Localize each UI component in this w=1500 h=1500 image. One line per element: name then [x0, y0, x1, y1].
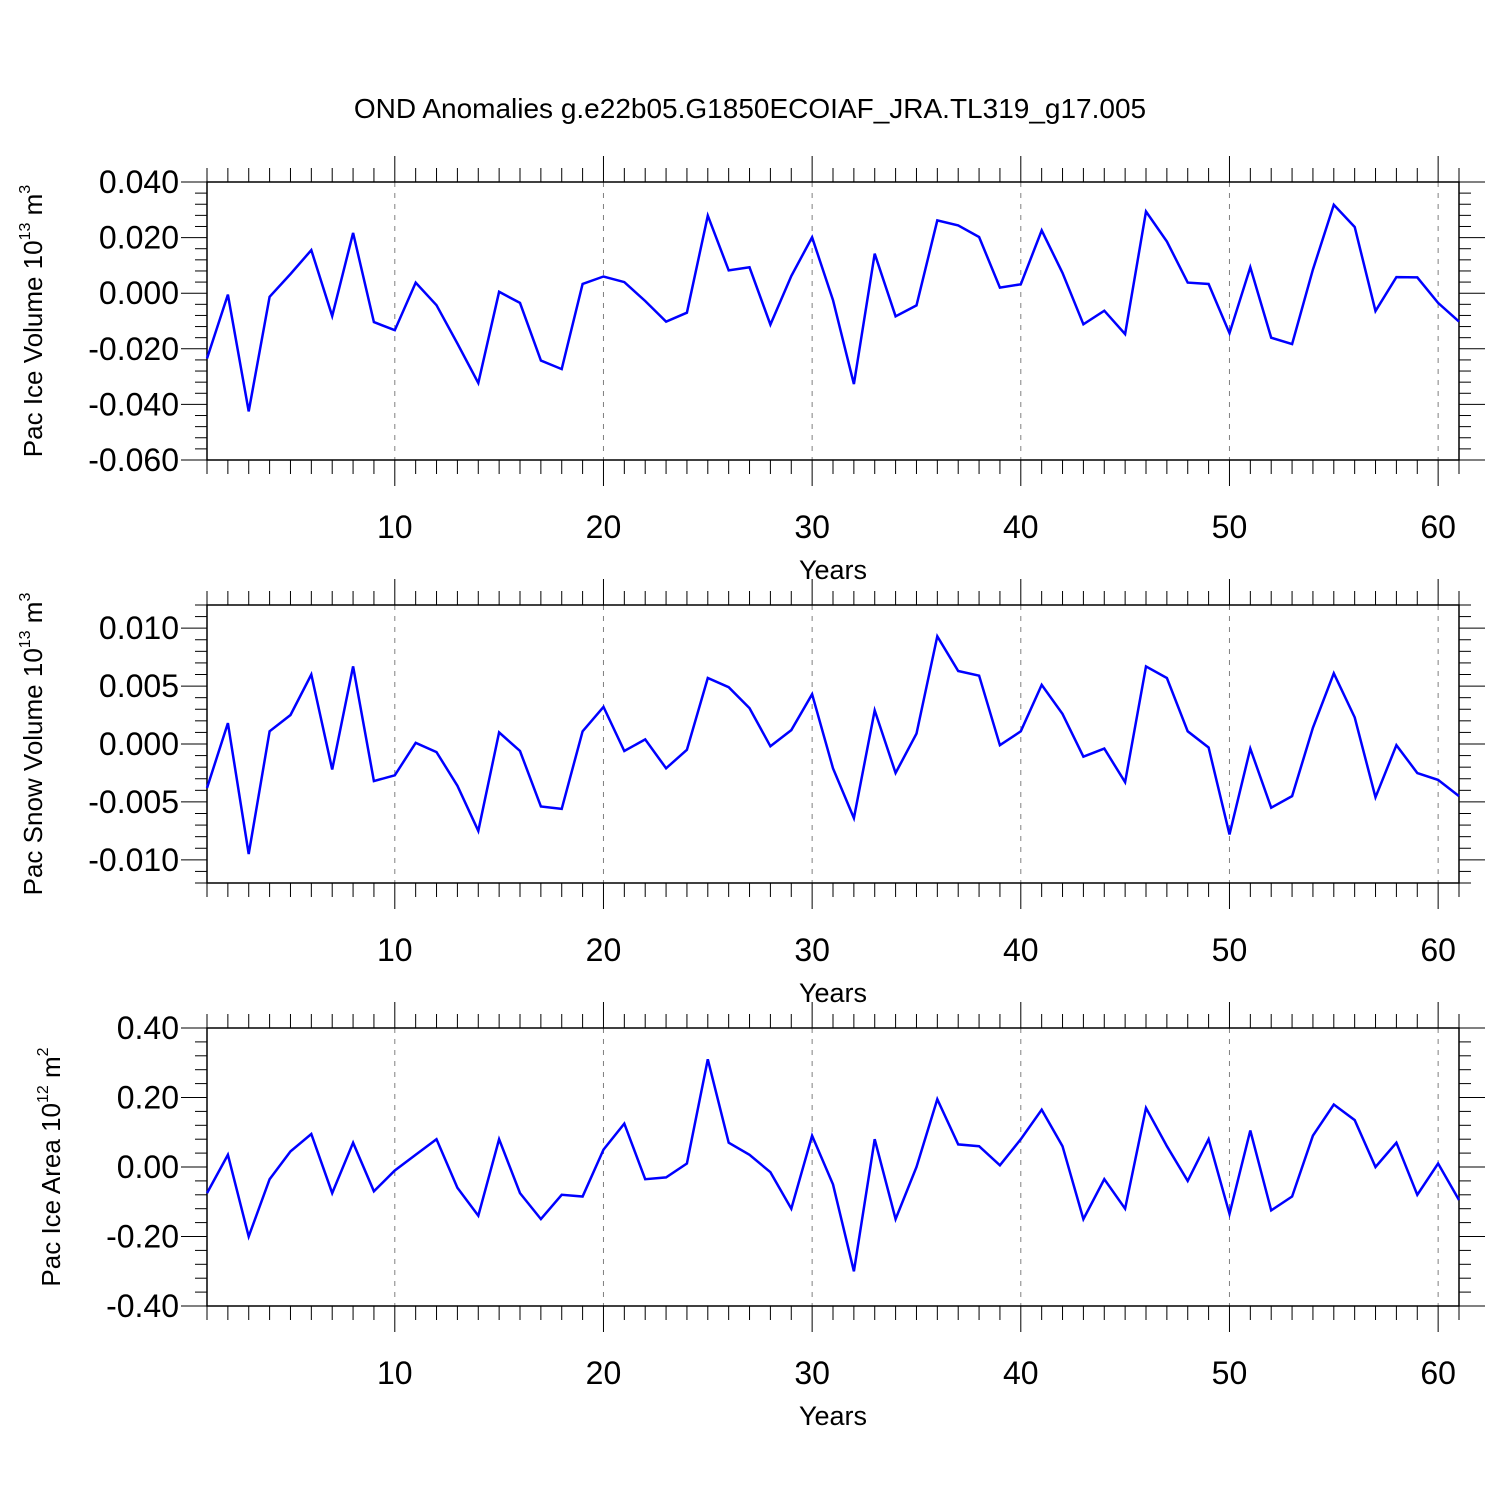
- x-tick-label: 60: [1420, 932, 1456, 968]
- y-tick-label: -0.010: [88, 842, 179, 878]
- x-tick-label: 10: [377, 509, 413, 545]
- y-tick-label: 0.005: [99, 668, 179, 704]
- x-tick-label: 50: [1212, 509, 1248, 545]
- chart-panel-3: 0.40 0.20 0.00 -0.20 -0.40 10 20 30 40 50 60 Years P…: [35, 1002, 1485, 1431]
- x-tick-label: 40: [1003, 932, 1039, 968]
- plot-frame: [206, 1027, 1460, 1307]
- x-tick-label: 20: [586, 509, 622, 545]
- series-line-1: [205, 202, 1460, 412]
- y-tick-label: 0.000: [99, 275, 179, 311]
- y-tick-label: -0.060: [88, 442, 179, 478]
- x-tick-label: 50: [1212, 1355, 1248, 1391]
- x-axis-label: Years: [799, 555, 867, 585]
- panels-group: 0.040 0.020 0.000 -0.020 -0.040 -0.060 10 20 30 4…: [17, 156, 1485, 1431]
- y-tick-label: 0.010: [99, 610, 179, 646]
- x-axis-label: Years: [799, 1401, 867, 1431]
- x-tick-label: 60: [1420, 509, 1456, 545]
- y-tick-label: -0.20: [106, 1219, 179, 1255]
- x-tick-label: 30: [794, 509, 830, 545]
- series-line-1: [205, 632, 1460, 855]
- y-tick-label: 0.020: [99, 220, 179, 256]
- x-tick-label: 10: [377, 932, 413, 968]
- y-tick-label: -0.005: [88, 784, 179, 820]
- x-tick-label: 20: [586, 932, 622, 968]
- x-tick-label: 30: [794, 1355, 830, 1391]
- y-axis-label: Pac Ice Volume 1013 m3: [17, 185, 48, 458]
- series-line-1: [205, 1058, 1461, 1272]
- x-tick-label: 10: [377, 1355, 413, 1391]
- x-tick-label: 40: [1003, 509, 1039, 545]
- x-tick-label: 50: [1212, 932, 1248, 968]
- x-tick-label: 20: [586, 1355, 622, 1391]
- plot-frame: [206, 604, 1460, 884]
- x-tick-label: 30: [794, 932, 830, 968]
- chart-title: OND Anomalies g.e22b05.G1850ECOIAF_JRA.T…: [354, 93, 1146, 124]
- x-tick-label: 40: [1003, 1355, 1039, 1391]
- chart-panel-1: 0.040 0.020 0.000 -0.020 -0.040 -0.060 10 20 30 4…: [17, 156, 1485, 585]
- plot-frame: [206, 181, 1460, 461]
- y-tick-label: 0.40: [117, 1010, 179, 1046]
- y-tick-label: 0.040: [99, 164, 179, 200]
- y-tick-label: -0.40: [106, 1288, 179, 1324]
- x-axis-label: Years: [799, 978, 867, 1008]
- y-tick-label: 0.20: [117, 1080, 179, 1116]
- y-tick-label: -0.040: [88, 386, 179, 422]
- x-tick-label: 60: [1420, 1355, 1456, 1391]
- y-tick-label: -0.020: [88, 331, 179, 367]
- y-axis-label: Pac Ice Area 1012 m2: [35, 1047, 66, 1286]
- y-tick-label: 0.000: [99, 726, 179, 762]
- y-tick-label: 0.00: [117, 1149, 179, 1185]
- chart-panel-2: 0.010 0.005 0.000 -0.005 -0.010 10 20 30 40 50 60 Y…: [17, 579, 1485, 1008]
- y-axis-label: Pac Snow Volume 1013 m3: [17, 593, 48, 896]
